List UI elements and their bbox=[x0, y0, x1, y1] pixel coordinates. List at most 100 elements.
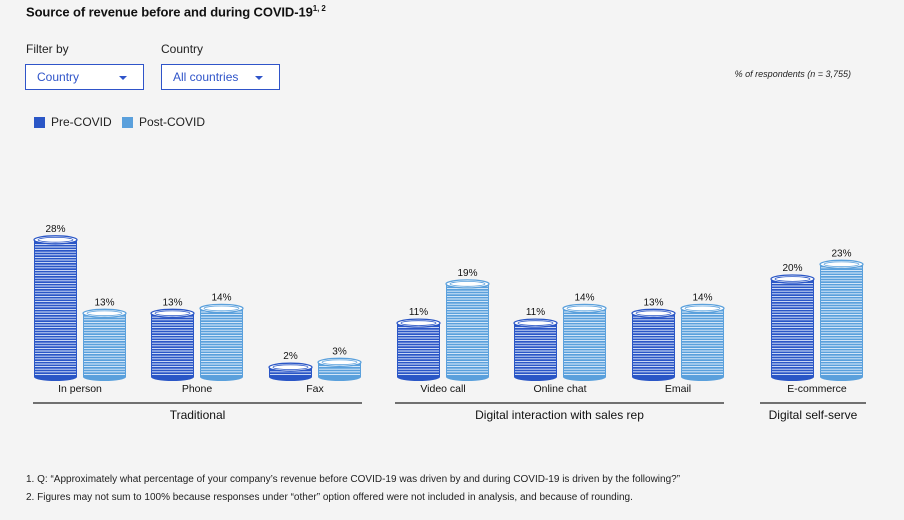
legend-label-pre-covid: Pre-COVID bbox=[51, 115, 112, 129]
coin-stack-top-rim bbox=[203, 305, 240, 312]
coin-stack-base bbox=[446, 373, 489, 381]
coin-stack-body bbox=[151, 313, 194, 377]
group-label: Traditional bbox=[170, 408, 226, 422]
coin-stack-stripes bbox=[515, 327, 556, 375]
coin-stack-top-rim bbox=[635, 310, 672, 317]
coin-stack-stripes bbox=[152, 316, 193, 375]
chevron-down-icon bbox=[255, 76, 263, 80]
bar-value-label: 13% bbox=[94, 297, 114, 308]
group-label: Digital self-serve bbox=[769, 408, 858, 422]
respondents-note: % of respondents (n = 3,755) bbox=[734, 69, 851, 79]
coin-stack-body bbox=[83, 313, 126, 377]
chart-title: Source of revenue before and during COVI… bbox=[26, 4, 326, 19]
bar-pre-covid bbox=[631, 308, 676, 381]
coin-stack-stripes bbox=[447, 285, 488, 375]
coin-stack-body bbox=[632, 313, 675, 377]
coin-stack-body bbox=[514, 323, 557, 377]
coin-stack-top-rim bbox=[321, 359, 358, 366]
coin-stack-stripes bbox=[772, 282, 813, 375]
coin-stack-base bbox=[200, 373, 243, 381]
group-label: Digital interaction with sales rep bbox=[475, 408, 644, 422]
coin-stack-top-rim bbox=[37, 237, 74, 243]
bar-post-covid bbox=[680, 303, 725, 381]
category-label: E-commerce bbox=[787, 383, 847, 395]
coin-stack-chart: 28% 13% In person 13% 14% Phone 2% 3% Fax 11% 19% V… bbox=[33, 224, 866, 422]
bar-post-covid bbox=[445, 279, 490, 381]
coin-stack-base bbox=[514, 373, 557, 381]
coin-stack-base bbox=[681, 373, 724, 381]
chevron-down-icon bbox=[119, 76, 127, 80]
bar-post-covid bbox=[819, 259, 864, 381]
coin-stack-stripes bbox=[564, 311, 605, 375]
bar-value-label: 2% bbox=[283, 351, 298, 362]
category-label: Online chat bbox=[533, 383, 586, 395]
bar-post-covid bbox=[82, 308, 127, 381]
bar-value-label: 13% bbox=[643, 297, 663, 308]
coin-stack-base bbox=[151, 373, 194, 381]
category-label: Fax bbox=[306, 383, 324, 395]
country-label: Country bbox=[161, 42, 204, 56]
bar-value-label: 11% bbox=[526, 307, 545, 318]
coin-stack-top-rim bbox=[154, 310, 191, 317]
legend-swatch-pre-covid bbox=[34, 116, 45, 128]
bar-pre-covid bbox=[150, 308, 195, 381]
coin-stack-stripes bbox=[319, 366, 360, 375]
coin-stack-stripes bbox=[398, 327, 439, 375]
legend-item-post-covid: Post-COVID bbox=[122, 115, 205, 129]
coin-stack-top-rim bbox=[517, 320, 554, 326]
coin-stack-top-rim bbox=[774, 276, 811, 282]
footnote-2: 2. Figures may not sum to 100% because r… bbox=[26, 492, 633, 503]
coin-stack-base bbox=[820, 373, 863, 381]
bar-pre-covid bbox=[33, 235, 78, 381]
bar-value-label: 19% bbox=[457, 268, 477, 279]
coin-stack-top-rim bbox=[449, 281, 486, 287]
category-label: Video call bbox=[420, 383, 465, 395]
bar-pre-covid bbox=[396, 318, 441, 381]
coin-stack-stripes bbox=[84, 316, 125, 375]
footnote-1: 1. Q: “Approximately what percentage of … bbox=[26, 474, 681, 485]
category-label: In person bbox=[58, 383, 102, 395]
coin-stack-base bbox=[269, 373, 312, 381]
country-dropdown[interactable]: All countries bbox=[161, 64, 280, 90]
coin-stack-top-rim bbox=[86, 310, 123, 317]
coin-stack-top-rim bbox=[566, 305, 603, 312]
chart-title-text: Source of revenue before and during COVI… bbox=[26, 4, 313, 20]
coin-stack-top-rim bbox=[684, 305, 721, 312]
bar-pre-covid bbox=[513, 318, 558, 381]
bar-value-label: 13% bbox=[162, 297, 182, 308]
coin-stack-base bbox=[771, 373, 814, 381]
legend-swatch-post-covid bbox=[122, 116, 133, 128]
coin-stack-base bbox=[397, 373, 440, 381]
bar-value-label: 14% bbox=[692, 292, 712, 303]
bar-pre-covid bbox=[268, 362, 313, 381]
coin-stack-base bbox=[83, 373, 126, 381]
bar-value-label: 20% bbox=[782, 263, 802, 274]
coin-stack-top bbox=[33, 235, 78, 245]
bar-post-covid bbox=[199, 303, 244, 381]
category-label: Phone bbox=[182, 383, 213, 395]
bar-post-covid bbox=[562, 303, 607, 381]
legend-item-pre-covid: Pre-COVID bbox=[34, 115, 112, 129]
coin-stack-base bbox=[632, 373, 675, 381]
filter-by-dropdown[interactable]: Country bbox=[25, 64, 144, 90]
legend-label-post-covid: Post-COVID bbox=[139, 115, 206, 129]
chart-title-footnote-marks: 1, 2 bbox=[312, 4, 326, 13]
category-label: Email bbox=[665, 383, 691, 395]
coin-stack-top-rim bbox=[272, 364, 309, 371]
coin-stack-base bbox=[563, 373, 606, 381]
bar-post-covid bbox=[317, 357, 362, 381]
bar-value-label: 28% bbox=[45, 224, 65, 235]
bar-value-label: 11% bbox=[409, 307, 428, 318]
coin-stack-stripes bbox=[633, 316, 674, 375]
filter-by-value: Country bbox=[37, 70, 80, 84]
bar-value-label: 14% bbox=[574, 292, 594, 303]
bar-value-label: 3% bbox=[332, 346, 347, 357]
coin-stack-stripes bbox=[35, 243, 76, 375]
filter-by-label: Filter by bbox=[26, 42, 69, 56]
coin-stack-body bbox=[397, 323, 440, 377]
coin-stack-top-rim bbox=[823, 261, 860, 268]
coin-stack-stripes bbox=[201, 311, 242, 375]
country-value: All countries bbox=[173, 70, 239, 84]
coin-stack-top-rim bbox=[400, 320, 437, 326]
coin-stack-base bbox=[34, 373, 77, 381]
